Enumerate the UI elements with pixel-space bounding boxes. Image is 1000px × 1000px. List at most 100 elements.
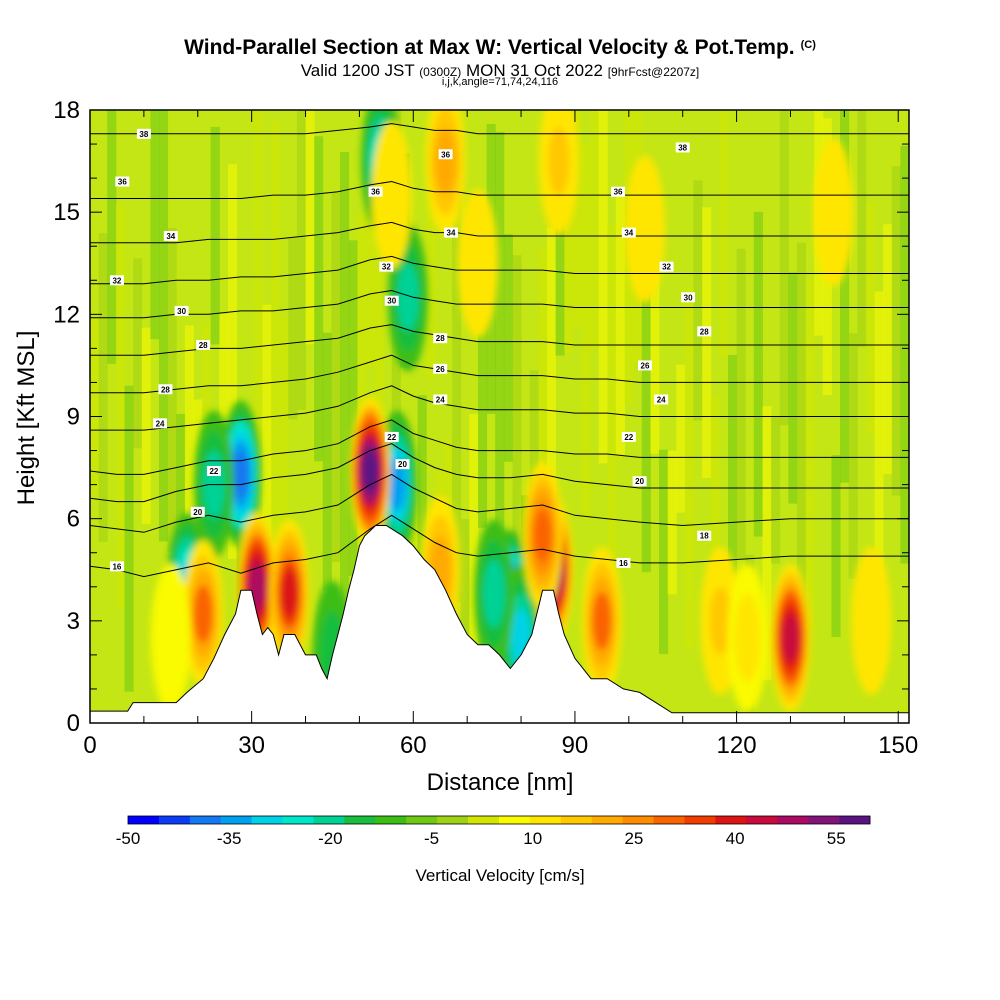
colorbar-swatch	[591, 816, 623, 824]
isentrope-label-text: 30	[177, 307, 186, 316]
isentrope-label-box	[196, 339, 211, 350]
downdraft-core	[397, 263, 419, 332]
velocity-stripe	[641, 276, 651, 573]
velocity-stripe	[288, 238, 298, 420]
velocity-stripe	[831, 455, 841, 637]
isentrope-label: 24	[153, 418, 168, 429]
velocity-stripe	[796, 242, 807, 629]
isentrope-20	[90, 443, 909, 503]
isentrope-label-box	[632, 476, 647, 487]
updraft-core	[464, 219, 491, 308]
isentrope-label-text: 30	[387, 297, 396, 306]
velocity-stripe	[210, 126, 220, 345]
isentrope-label: 34	[621, 227, 636, 238]
isentrope-label-box	[621, 227, 636, 238]
colorbar-tick-label: -35	[217, 829, 242, 848]
colorbar-swatch	[313, 816, 345, 824]
isentrope-label-box	[206, 465, 221, 476]
isentrope-label-box	[368, 186, 383, 197]
updraft-core	[709, 586, 732, 655]
velocity-stripe	[891, 166, 901, 496]
isentrope-label-text: 26	[641, 361, 650, 370]
velocity-stripe	[788, 272, 798, 504]
velocity-stripe	[305, 110, 315, 345]
updraft-core	[281, 569, 298, 618]
isentrope-label-box	[384, 431, 399, 442]
velocity-stripe	[340, 152, 350, 615]
isentrope-label-text: 28	[700, 327, 709, 336]
isentrope-label: 28	[433, 333, 448, 344]
isentrope-label: 26	[637, 360, 652, 371]
velocity-field	[90, 110, 909, 723]
updraft-core	[533, 509, 552, 562]
isentrope-labels: 38 36 38 36 36 36 34 34 34 32 32 32 30 30 30 28 28 28 28 26…	[109, 128, 712, 572]
valid-utc: (0300Z)	[419, 65, 462, 79]
colorbar-swatch	[468, 816, 500, 824]
velocity-stripe	[322, 332, 332, 591]
velocity-stripe	[279, 317, 289, 544]
isentrope-label-text: 24	[156, 419, 165, 428]
colorbar-swatch	[251, 816, 283, 824]
velocity-stripe	[805, 278, 815, 630]
colorbar-tick-label: 25	[624, 829, 643, 848]
isentrope-label-box	[158, 384, 173, 395]
isentrope-label: 32	[109, 275, 124, 286]
velocity-stripe	[590, 110, 600, 350]
x-tick-label: 60	[400, 732, 427, 759]
velocity-stripe	[572, 110, 582, 328]
velocity-stripe	[133, 258, 143, 449]
isentrope-label-text: 20	[193, 508, 202, 517]
isentrope-label-box	[675, 142, 690, 153]
x-tick-label: 30	[238, 732, 265, 759]
colorbar: -50 -35 -20 -5 10 25 40 55	[116, 815, 871, 848]
velocity-stripe	[262, 304, 272, 591]
isentrope-label: 20	[632, 476, 647, 487]
velocity-stripe	[650, 265, 660, 454]
velocity-stripe	[227, 164, 238, 559]
velocity-stripe	[564, 110, 574, 353]
isentrope-label-box	[621, 431, 636, 442]
colorbar-swatch	[158, 816, 191, 824]
isentrope-label-box	[395, 459, 410, 470]
velocity-stripe	[883, 224, 893, 475]
isentrope-label-text: 28	[436, 334, 445, 343]
velocity-stripe	[719, 110, 729, 358]
isentrope-label-box	[190, 506, 205, 517]
isentrope-label: 36	[115, 176, 130, 187]
velocity-stripe	[348, 240, 358, 576]
velocity-stripe	[598, 110, 608, 464]
isentrope-label-box	[681, 292, 696, 303]
isentrope-38	[90, 123, 909, 135]
updraft-core	[858, 576, 885, 665]
velocity-stripe	[107, 110, 117, 364]
velocity-stripe	[702, 207, 712, 479]
y-tick-label: 3	[67, 608, 80, 635]
isentrope-label-text: 34	[624, 229, 633, 238]
colorbar-tick-label: -5	[424, 829, 439, 848]
isentrope-label-text: 34	[447, 229, 456, 238]
isentrope-label: 30	[384, 295, 399, 306]
updraft-core	[362, 450, 378, 492]
isentrope-label: 24	[433, 394, 448, 405]
isentrope-22	[90, 419, 909, 475]
velocity-stripe	[546, 227, 557, 508]
velocity-stripe	[452, 196, 462, 603]
isentrope-label: 28	[158, 384, 173, 395]
forecast-info: [9hrFcst@2207z]	[607, 65, 700, 79]
isentrope-label: 36	[611, 186, 626, 197]
colorbar-tick-label: -50	[116, 829, 141, 848]
isentrope-label-text: 38	[139, 130, 148, 139]
isentrope-label-text: 24	[436, 395, 445, 404]
copyright-mark: (C)	[800, 39, 816, 51]
y-tick-label: 9	[67, 404, 80, 431]
isentrope-label-box	[433, 363, 448, 374]
isentrope-label-box	[115, 176, 130, 187]
colorbar-frame	[127, 815, 871, 825]
isentrope-36	[90, 180, 909, 199]
isentrope-label-text: 32	[382, 263, 391, 272]
colorbar-swatch	[653, 816, 685, 824]
velocity-stripe	[176, 413, 186, 609]
isentrope-label-box	[174, 305, 189, 316]
colorbar-swatch	[220, 816, 252, 824]
updraft-core	[157, 593, 184, 682]
